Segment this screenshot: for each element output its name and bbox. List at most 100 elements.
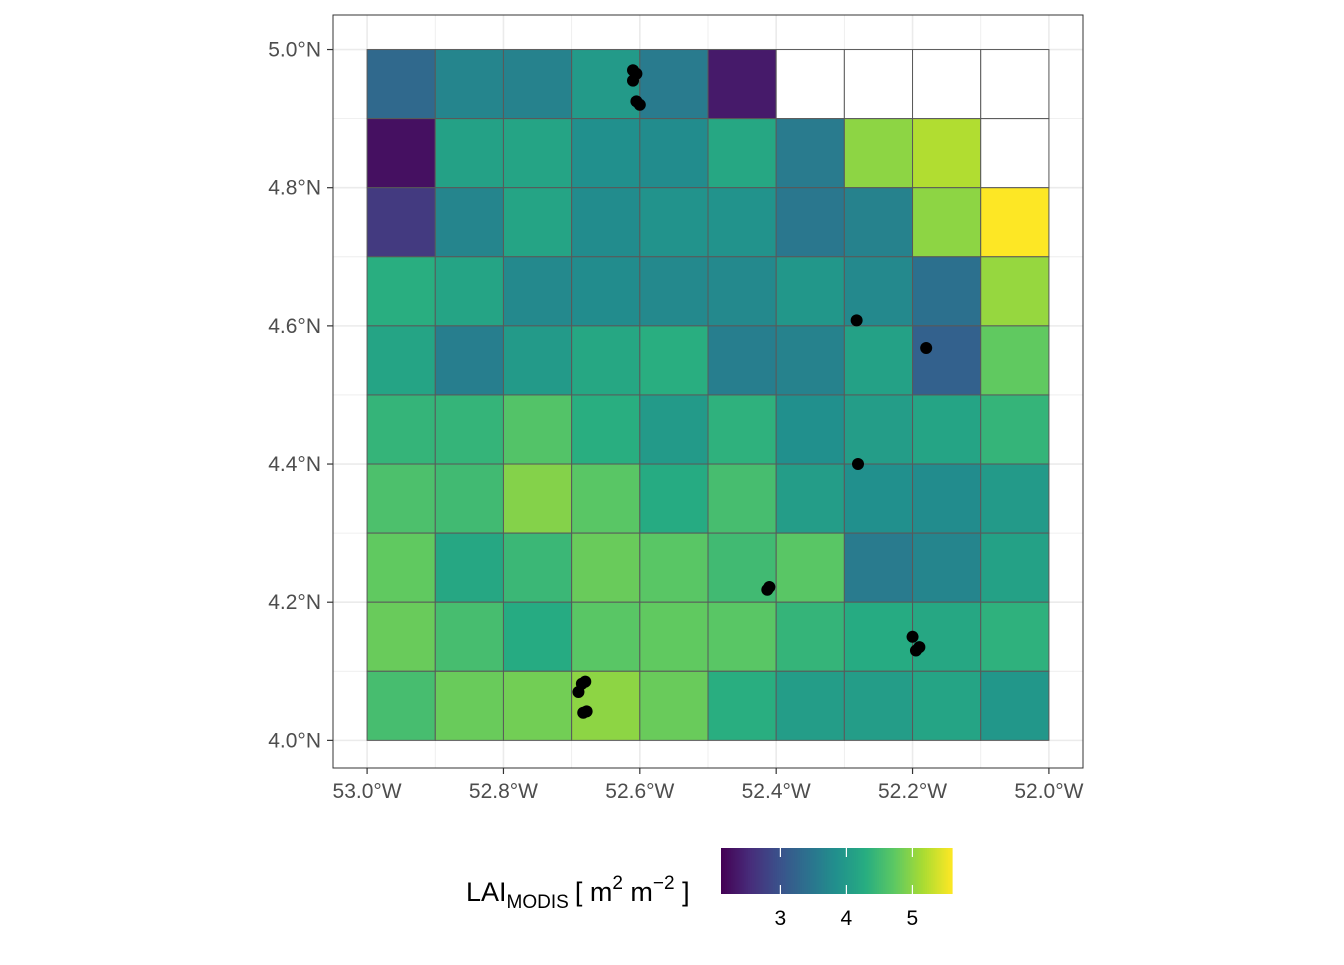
raster-cell <box>434 118 504 189</box>
legend-title-units-close: ] <box>675 877 690 907</box>
colorbar-segment <box>730 848 734 894</box>
raster-cell <box>639 601 709 672</box>
colorbar-segment <box>772 848 776 894</box>
site-point <box>761 583 774 596</box>
raster-cell <box>434 463 504 534</box>
colorbar-segment <box>747 848 751 894</box>
colorbar-segment <box>934 848 938 894</box>
colorbar-segment <box>771 848 774 894</box>
colorbar-segment <box>882 848 886 894</box>
raster-cell <box>775 256 845 327</box>
colorbar-segment <box>809 848 813 894</box>
colorbar-segment <box>865 848 868 894</box>
colorbar-segment <box>815 848 818 894</box>
colorbar-segment <box>942 848 945 894</box>
colorbar-segment <box>763 848 766 894</box>
colorbar-tick-label: 3 <box>775 907 787 930</box>
colorbar-segment <box>861 848 865 894</box>
y-tick-label: 5.0°N <box>268 39 321 62</box>
colorbar-segment <box>950 848 953 894</box>
raster-cell <box>707 187 777 258</box>
colorbar-segment <box>830 848 834 894</box>
colorbar-segment <box>805 848 809 894</box>
colorbar-segment <box>913 848 917 894</box>
site-point <box>920 341 933 354</box>
raster-cell <box>707 256 777 327</box>
colorbar-tick-label: 5 <box>907 907 919 930</box>
raster-cell <box>502 118 573 189</box>
colorbar-segment <box>732 848 736 894</box>
colorbar-segment <box>921 848 924 894</box>
raster-cell <box>980 118 1050 189</box>
raster-cell <box>843 187 914 258</box>
raster-cell <box>980 394 1050 465</box>
colorbar-segment <box>801 848 805 894</box>
site-point <box>572 686 585 699</box>
raster-cell <box>775 670 845 741</box>
colorbar-segment <box>738 848 741 894</box>
y-tick-label: 4.4°N <box>268 453 321 476</box>
raster-cell <box>775 118 845 189</box>
colorbar-segment <box>890 848 893 894</box>
colorbar-segment <box>796 848 799 894</box>
colorbar-segment <box>871 848 874 894</box>
raster-cell <box>980 601 1050 672</box>
colorbar-segment <box>901 848 905 894</box>
colorbar-segment <box>761 848 764 894</box>
raster-cell <box>571 256 641 327</box>
legend-title: LAIMODIS [ m2 m−2 ] <box>466 873 690 913</box>
raster-cell <box>707 118 777 189</box>
raster-cell <box>366 670 436 741</box>
raster-cell <box>980 532 1050 603</box>
raster-cell <box>434 394 504 465</box>
y-tick-label: 4.0°N <box>268 729 321 752</box>
site-point <box>909 644 922 657</box>
raster-cell <box>775 394 845 465</box>
colorbar-segment <box>892 848 895 894</box>
colorbar-segment <box>840 848 843 894</box>
raster-cell <box>366 394 436 465</box>
colorbar-segment <box>867 848 870 894</box>
colorbar-segment <box>948 848 951 894</box>
colorbar-segment <box>728 848 732 894</box>
raster-cell <box>980 325 1050 396</box>
raster-cell <box>366 187 436 258</box>
raster-cell <box>912 118 982 189</box>
colorbar-segment <box>782 848 786 894</box>
raster-cell <box>707 601 777 672</box>
site-point <box>627 74 639 87</box>
raster-cell <box>980 49 1050 120</box>
raster-cell <box>912 49 982 120</box>
raster-cell <box>707 49 777 120</box>
raster-cell <box>912 325 982 396</box>
site-point <box>852 458 864 471</box>
raster-cell <box>980 256 1050 327</box>
colorbar-segment <box>936 848 940 894</box>
colorbar-segment <box>817 848 820 894</box>
colorbar-segment <box>755 848 759 894</box>
raster-cell <box>571 394 641 465</box>
colorbar-segment <box>786 848 789 894</box>
colorbar-segment <box>853 848 857 894</box>
colorbar-segment <box>736 848 739 894</box>
raster-cell <box>366 256 436 327</box>
site-point <box>850 314 863 327</box>
colorbar-segment <box>886 848 890 894</box>
raster-cell <box>502 601 573 672</box>
colorbar-segment <box>823 848 826 894</box>
colorbar-segment <box>894 848 897 894</box>
y-tick-label: 4.6°N <box>268 315 321 338</box>
raster-cell <box>980 670 1050 741</box>
colorbar-segment <box>832 848 836 894</box>
colorbar-segment <box>944 848 947 894</box>
colorbar-segment <box>848 848 851 894</box>
colorbar-segment <box>751 848 755 894</box>
colorbar-segment <box>828 848 832 894</box>
raster-cell <box>434 601 504 672</box>
raster-cell <box>434 670 504 741</box>
raster-cell <box>980 463 1050 534</box>
x-tick-label: 53.0°W <box>333 780 402 803</box>
raster-cell <box>571 325 641 396</box>
colorbar-segment <box>774 848 778 894</box>
